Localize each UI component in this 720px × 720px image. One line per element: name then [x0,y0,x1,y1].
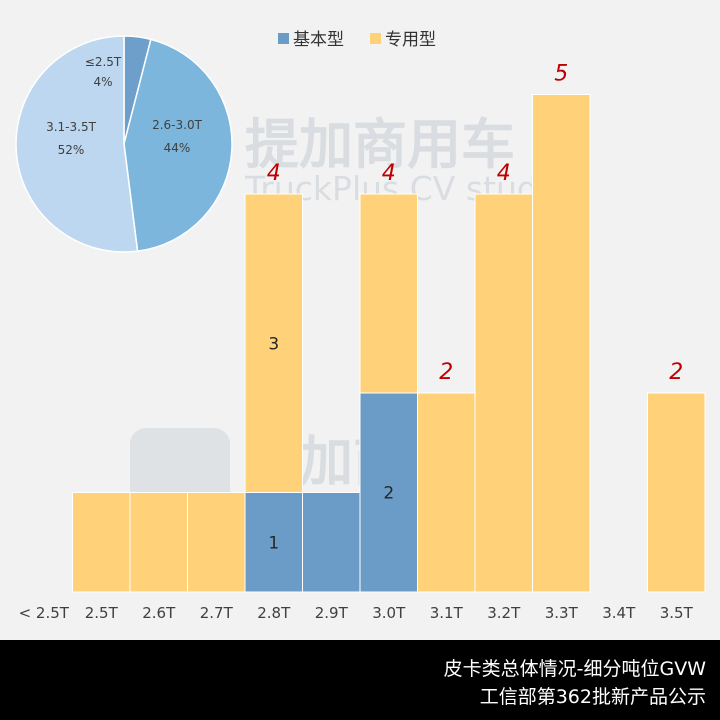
x-tick-label-3-4t: 3.4T [602,604,636,622]
watermark-cn-top: 提加商用车 [245,113,515,176]
footer-bar: 皮卡类总体情况-细分吨位GVW 工信部第362批新产品公示 [0,640,720,720]
pie-slice-2 [15,35,139,253]
bar-3-3t-series-1 [532,94,591,593]
bar-2-9t-series-0 [302,492,361,593]
total-label-3-2t: 4 [497,161,511,186]
bar-2-8t-series-0 [244,492,303,593]
x-tick-label-2-5t: < 2.5T [19,604,70,622]
pie-label-1: 2.6-3.0T [152,118,202,132]
pie-pct-1: 44% [164,141,191,155]
bar-3-5t-series-1 [647,392,706,593]
segment-label-2-8t-1: 3 [268,334,279,354]
x-tick-label-3-2t: 3.2T [487,604,521,622]
legend-label-0: 基本型 [293,30,344,50]
pie-slice-1 [123,38,233,252]
pie-label-2: 3.1-3.5T [46,120,96,134]
bar-2-7t-series-1 [187,492,246,593]
total-label-3-3t: 5 [554,62,568,87]
legend-swatch-1 [370,33,381,44]
x-tick-label-2-8t: 2.8T [257,604,291,622]
footer-title: 皮卡类总体情况-细分吨位GVW [443,658,706,680]
x-tick-label-3-1t: 3.1T [430,604,464,622]
bar-2-8t-series-1 [244,193,303,493]
x-axis-ticks: < 2.5T 2.5T 2.6T 2.7T 2.8T 2.9T 3.0T 3.1T 3.2T 3.… [19,604,694,622]
pie-pct-0: 4% [93,75,112,89]
segment-label-3-0t-0: 2 [383,484,394,504]
pie-chart: ≤2.5T 4% 2.6-3.0T 44% 3.1-3.5T 52% [15,35,233,253]
chart-area: 提加商用车 TruckPlus CV studio 提加商用车 TruckPlu… [15,30,706,622]
x-tick-label-3-5t: 3.5T [660,604,694,622]
total-label-3-5t: 2 [669,360,683,385]
bar-2-6t-series-1 [129,492,188,593]
legend-swatch-0 [278,33,289,44]
bar-3-1t-series-1 [417,392,476,593]
x-tick-label-2-9t: 2.9T [315,604,349,622]
total-label-3-1t: 2 [439,360,453,385]
x-tick-label-2-5t: 2.5T [85,604,119,622]
bar-3-0t-series-1 [359,193,418,394]
footer-subtitle: 工信部第362批新产品公示 [479,686,706,708]
x-tick-label-3-0t: 3.0T [372,604,406,622]
bar-3-2t-series-1 [474,193,533,593]
bar-2-5t-series-1 [72,492,131,593]
segment-label-2-8t-0: 1 [268,533,279,553]
x-tick-label-2-7t: 2.7T [200,604,234,622]
pie-label-0: ≤2.5T [85,55,122,69]
x-tick-label-3-3t: 3.3T [545,604,579,622]
total-label-3-0t: 4 [382,161,396,186]
total-labels: 4 4 2 4 5 2 [267,62,684,386]
legend-label-1: 专用型 [385,30,436,50]
legend: 基本型 专用型 [278,30,436,50]
total-label-2-8t: 4 [267,161,281,186]
x-tick-label-2-6t: 2.6T [142,604,176,622]
pie-pct-2: 52% [58,143,85,157]
segment-labels: 1 3 2 [268,334,394,553]
bar-series [72,94,706,593]
